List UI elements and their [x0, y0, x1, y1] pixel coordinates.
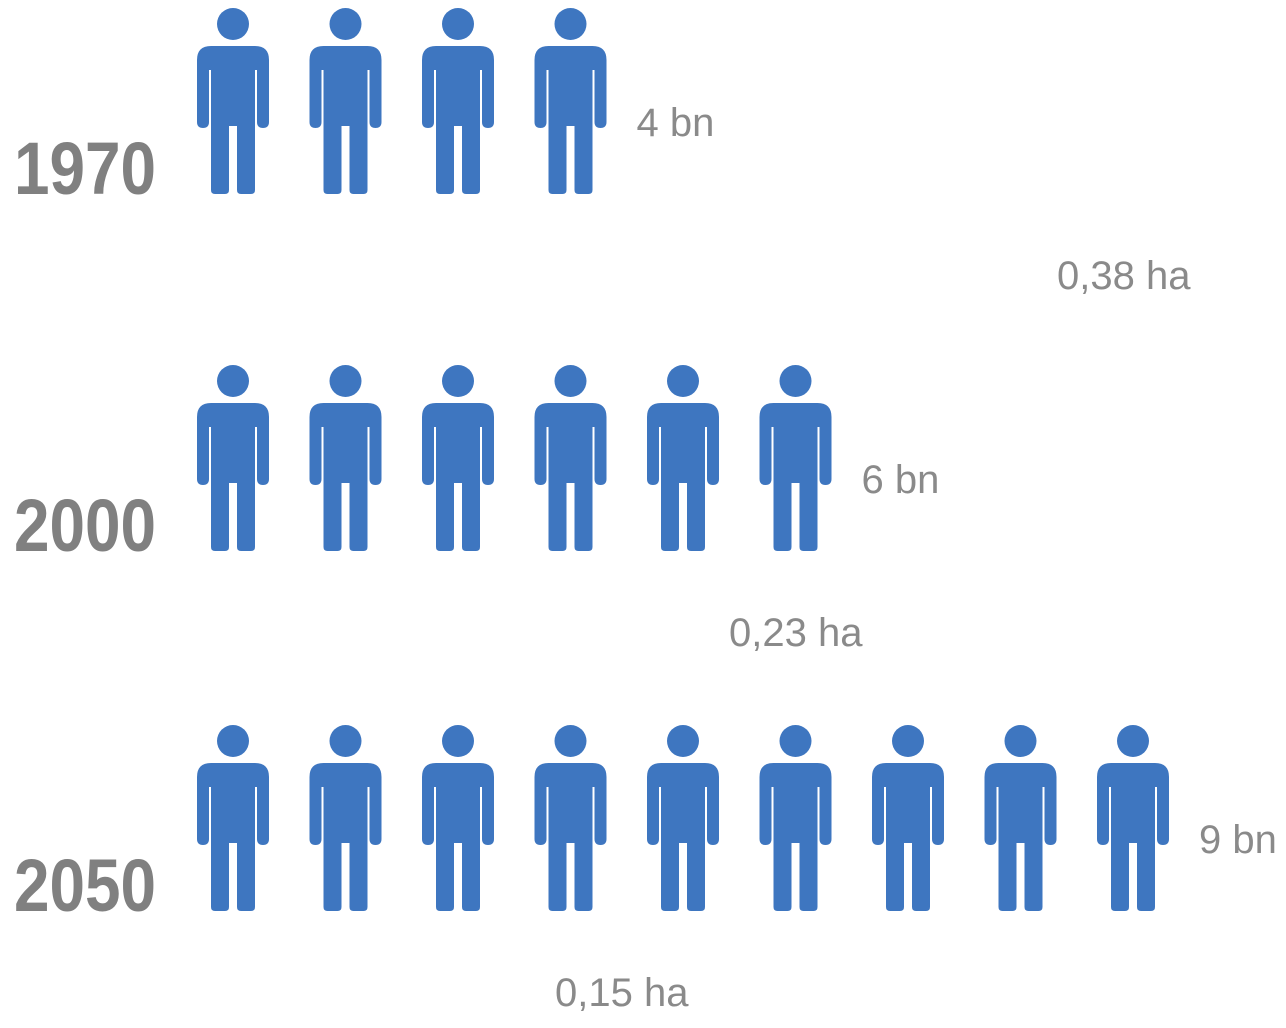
wheat-field-icon: [197, 206, 397, 309]
person-icon: [759, 725, 832, 911]
population-label: 4 bn: [637, 101, 715, 145]
person-icon: [422, 8, 494, 194]
person-icon: [534, 365, 607, 551]
population-label: 6 bn: [862, 458, 940, 502]
year-label: 2000: [14, 484, 156, 567]
person-icon: [422, 365, 494, 551]
person-icon: [534, 725, 607, 911]
person-icon: [309, 725, 382, 911]
wheat-field-icon: [415, 563, 615, 666]
person-icon: [647, 365, 719, 551]
person-icon: [197, 725, 269, 911]
land-per-person-label: 0,23 ha: [729, 611, 863, 655]
year-label: 1970: [14, 127, 156, 210]
person-icon: [872, 725, 944, 911]
population-label: 9 bn: [1199, 818, 1277, 862]
year-label: 2050: [14, 844, 156, 927]
row-2000: 2000 6 bn 0,23 ha: [14, 365, 939, 666]
land-per-person-label: 0,15 ha: [555, 971, 689, 1015]
row-2050: 2050 9 bn 0,15 ha: [14, 725, 1277, 1026]
person-icon: [534, 8, 607, 194]
wheat-field-icon: [633, 206, 833, 309]
person-icon: [1097, 725, 1169, 911]
wheat-field-icon: [851, 206, 1027, 309]
person-icon: [984, 725, 1057, 911]
person-icon: [759, 365, 832, 551]
person-icon: [647, 725, 719, 911]
person-icon: [197, 365, 269, 551]
wheat-field-icon: [197, 923, 397, 1026]
person-icon: [197, 8, 269, 194]
wheat-field-icon: [415, 206, 615, 309]
wheat-field-icon: [197, 563, 397, 666]
person-icon: [422, 725, 494, 911]
person-icon: [309, 8, 382, 194]
land-per-person-label: 0,38 ha: [1057, 254, 1191, 298]
person-icon: [309, 365, 382, 551]
row-1970: 1970 4 bn 0,38 ha: [14, 8, 1191, 309]
